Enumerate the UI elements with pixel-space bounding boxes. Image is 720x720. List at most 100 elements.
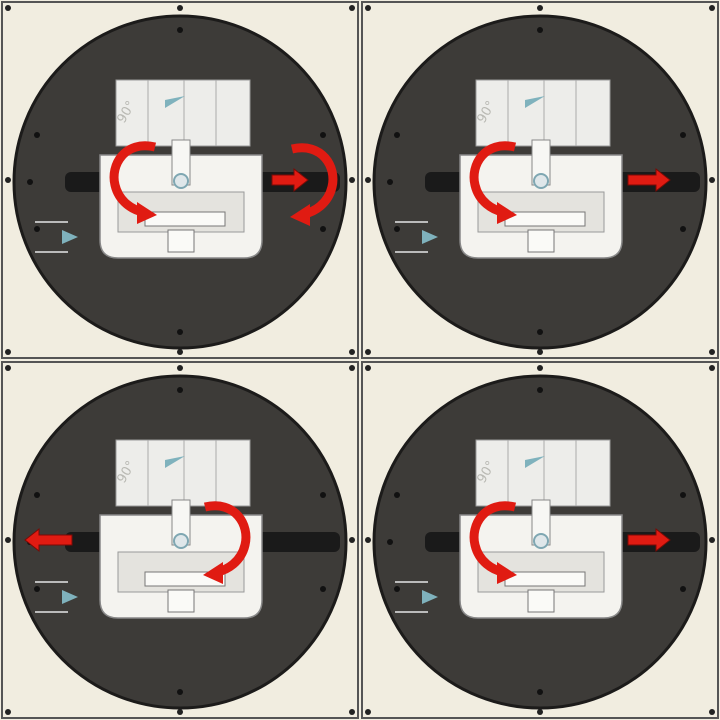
curl-body [290, 143, 338, 219]
screw [349, 709, 355, 715]
hole [27, 179, 33, 185]
foot [527, 229, 555, 253]
panel: 90° [1, 361, 359, 719]
red-rotation-arrow [109, 141, 157, 224]
screw [5, 709, 11, 715]
screw [349, 365, 355, 371]
card [475, 439, 611, 507]
hole [387, 539, 393, 545]
hole [537, 689, 543, 695]
screw [5, 5, 11, 11]
screw [537, 709, 543, 715]
hole [320, 586, 326, 592]
slider [504, 571, 586, 587]
pivot [533, 173, 549, 189]
curl-body [203, 501, 251, 577]
screw [365, 537, 371, 543]
hole [387, 179, 393, 185]
screw [709, 349, 715, 355]
screw [709, 365, 715, 371]
hole [320, 492, 326, 498]
indicator-arrow [62, 230, 78, 244]
screw [349, 537, 355, 543]
card [115, 79, 251, 147]
hole [394, 226, 400, 232]
hole [34, 132, 40, 138]
screw [365, 349, 371, 355]
foot [527, 589, 555, 613]
curl-head [497, 202, 517, 224]
hole [394, 492, 400, 498]
red-rotation-arrow [203, 501, 251, 584]
screw [709, 537, 715, 543]
card-marker [165, 96, 185, 108]
hole [680, 492, 686, 498]
pivot [173, 533, 189, 549]
red-arrow [24, 527, 73, 553]
card-marker [165, 456, 185, 468]
hole [320, 226, 326, 232]
slider [144, 211, 226, 227]
hole [177, 689, 183, 695]
red-rotation-arrow [290, 143, 338, 226]
screw [177, 5, 183, 11]
indicator-arrow [422, 230, 438, 244]
screw [537, 349, 543, 355]
curl-body [469, 501, 517, 577]
curl-head [290, 204, 310, 226]
card-marker [525, 456, 545, 468]
card [115, 439, 251, 507]
panel: 90° [361, 361, 719, 719]
screw [5, 349, 11, 355]
panel: 90° [361, 1, 719, 359]
screw [5, 537, 11, 543]
screw [365, 365, 371, 371]
screw [365, 709, 371, 715]
indicator-arrow [62, 590, 78, 604]
foot [167, 589, 195, 613]
screw [177, 365, 183, 371]
hole [537, 387, 543, 393]
screw [177, 349, 183, 355]
card [475, 79, 611, 147]
hole [177, 27, 183, 33]
curl-body [469, 141, 517, 217]
curl-head [137, 202, 157, 224]
hole [177, 329, 183, 335]
hole [680, 226, 686, 232]
hole [537, 329, 543, 335]
red-rotation-arrow [469, 141, 517, 224]
hole [320, 132, 326, 138]
red-arrow [627, 527, 671, 553]
indicator-arrow [422, 590, 438, 604]
screw [5, 365, 11, 371]
hole [680, 586, 686, 592]
curl-head [203, 562, 223, 584]
hole [394, 586, 400, 592]
pivot [533, 533, 549, 549]
hole [34, 226, 40, 232]
hole [394, 132, 400, 138]
hole [34, 492, 40, 498]
hole [680, 132, 686, 138]
screw [709, 5, 715, 11]
slider [504, 211, 586, 227]
screw [349, 177, 355, 183]
hole [34, 586, 40, 592]
screw [349, 5, 355, 11]
screw [709, 177, 715, 183]
curl-head [497, 562, 517, 584]
screw [349, 349, 355, 355]
pivot [173, 173, 189, 189]
screw [537, 5, 543, 11]
screw [177, 709, 183, 715]
panel: 90° [1, 1, 359, 359]
red-arrow [627, 167, 671, 193]
screw [5, 177, 11, 183]
hole [177, 387, 183, 393]
red-rotation-arrow [469, 501, 517, 584]
hole [537, 27, 543, 33]
screw [537, 365, 543, 371]
curl-body [109, 141, 157, 217]
